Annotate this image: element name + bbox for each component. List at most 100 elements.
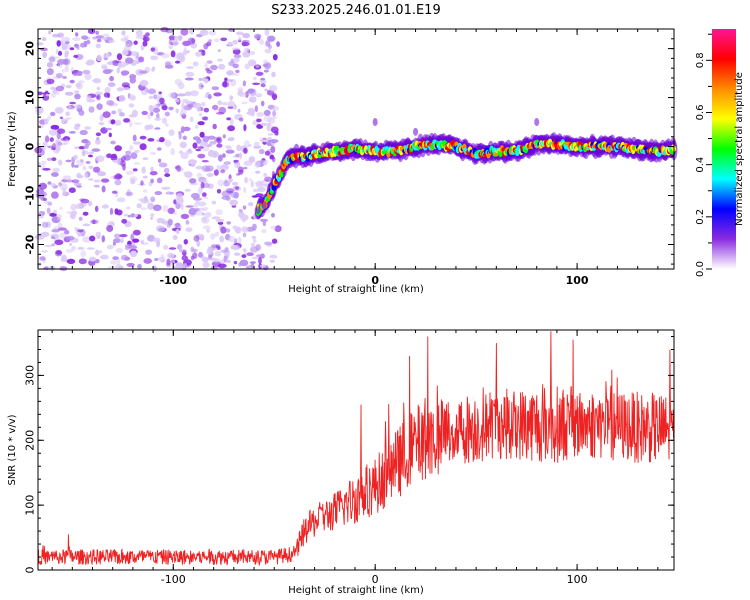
noise-blob xyxy=(241,226,249,233)
noise-blob xyxy=(141,110,148,116)
noise-blob xyxy=(74,226,78,232)
noise-blob xyxy=(139,79,149,87)
noise-blob xyxy=(141,166,146,174)
noise-blob xyxy=(198,186,203,194)
noise-blob xyxy=(60,138,67,141)
noise-blob xyxy=(252,223,257,231)
noise-blob xyxy=(156,147,162,151)
noise-blob xyxy=(161,186,171,190)
noise-blob xyxy=(163,244,169,250)
noise-blob xyxy=(167,252,175,259)
noise-blob xyxy=(259,38,264,46)
noise-blob xyxy=(147,88,157,95)
noise-blob xyxy=(78,146,85,150)
noise-blob xyxy=(207,94,212,100)
noise-blob xyxy=(80,159,84,163)
noise-blob xyxy=(206,172,214,177)
colorbar-label: Normalized spectral amplitude xyxy=(734,72,745,226)
noise-blob xyxy=(37,91,43,96)
noise-blob xyxy=(233,104,237,110)
noise-blob xyxy=(58,182,62,187)
noise-blob xyxy=(41,221,49,228)
noise-blob xyxy=(75,82,81,88)
snr-panel: -100 0 100 0 100 200 300 Height of straight li… xyxy=(7,329,675,596)
spectrogram-xlabel: Height of straight line (km) xyxy=(288,284,424,295)
snr-frame xyxy=(37,329,675,571)
noise-blob xyxy=(184,77,194,81)
noise-blob xyxy=(92,219,96,225)
noise-blob xyxy=(159,97,165,105)
noise-blob xyxy=(150,166,154,172)
noise-blob xyxy=(216,143,223,148)
noise-blob xyxy=(113,175,117,180)
noise-blob xyxy=(65,111,70,117)
noise-blob xyxy=(86,40,91,45)
spectrogram-frame xyxy=(37,28,675,270)
noise-blob xyxy=(106,69,114,72)
colorbar-tick-label: 0.2 xyxy=(695,209,706,225)
noise-blob xyxy=(216,112,225,115)
noise-blob xyxy=(195,200,200,204)
noise-blob xyxy=(138,56,145,63)
noise-blob xyxy=(201,192,207,197)
noise-blob xyxy=(94,205,99,212)
noise-blob xyxy=(94,91,103,96)
noise-blob xyxy=(251,235,257,240)
noise-blob xyxy=(103,57,109,61)
noise-blob xyxy=(114,179,122,186)
noise-blob xyxy=(248,59,257,67)
noise-blob xyxy=(50,124,60,130)
noise-blob xyxy=(48,30,52,35)
noise-blob xyxy=(172,235,178,240)
noise-blob xyxy=(245,91,249,98)
noise-blob xyxy=(133,40,138,45)
noise-blob xyxy=(88,178,94,181)
noise-blob xyxy=(250,51,256,55)
noise-blob xyxy=(167,190,171,195)
noise-blob xyxy=(212,123,217,130)
noise-blob xyxy=(225,188,235,194)
noise-blob xyxy=(259,218,269,222)
noise-blob xyxy=(41,160,47,165)
noise-blob xyxy=(235,186,240,190)
noise-blob xyxy=(185,71,195,77)
noise-blob xyxy=(142,36,150,42)
noise-blob xyxy=(156,113,160,120)
noise-blob xyxy=(248,96,257,103)
noise-blob xyxy=(241,41,250,47)
chart-title: S233.2025.246.01.01.E19 xyxy=(271,3,440,18)
noise-blob xyxy=(269,254,278,259)
noise-blob xyxy=(250,261,255,268)
noise-blob xyxy=(69,47,75,51)
noise-blob xyxy=(50,92,57,98)
noise-blob xyxy=(142,175,148,179)
noise-blob xyxy=(200,181,205,189)
colorbar-tick-label: 0.8 xyxy=(695,52,706,68)
noise-blob xyxy=(82,223,91,227)
noise-blob xyxy=(143,189,148,193)
colorbar-tick-label: 0.6 xyxy=(695,105,706,121)
spectrogram-ytick-label: 0 xyxy=(24,142,37,150)
noise-blob xyxy=(222,134,226,139)
noise-blob xyxy=(234,252,241,256)
noise-blob xyxy=(65,235,75,241)
noise-blob xyxy=(106,225,114,232)
spectrogram-ytick-label: -20 xyxy=(24,234,37,254)
noise-blob xyxy=(206,60,213,64)
noise-blob xyxy=(253,76,257,81)
noise-blob xyxy=(59,206,63,210)
noise-blob xyxy=(55,145,61,152)
noise-blob xyxy=(116,53,123,61)
noise-blob xyxy=(101,65,108,70)
noise-blob xyxy=(65,249,74,253)
noise-blob xyxy=(270,225,277,230)
noise-blob xyxy=(217,49,221,52)
noise-blob xyxy=(73,154,78,160)
noise-blob xyxy=(215,209,223,216)
noise-blob xyxy=(148,95,154,100)
noise-blob xyxy=(175,228,180,235)
ridge-spur xyxy=(255,206,261,215)
noise-blob xyxy=(106,244,114,250)
noise-blob xyxy=(161,105,168,111)
